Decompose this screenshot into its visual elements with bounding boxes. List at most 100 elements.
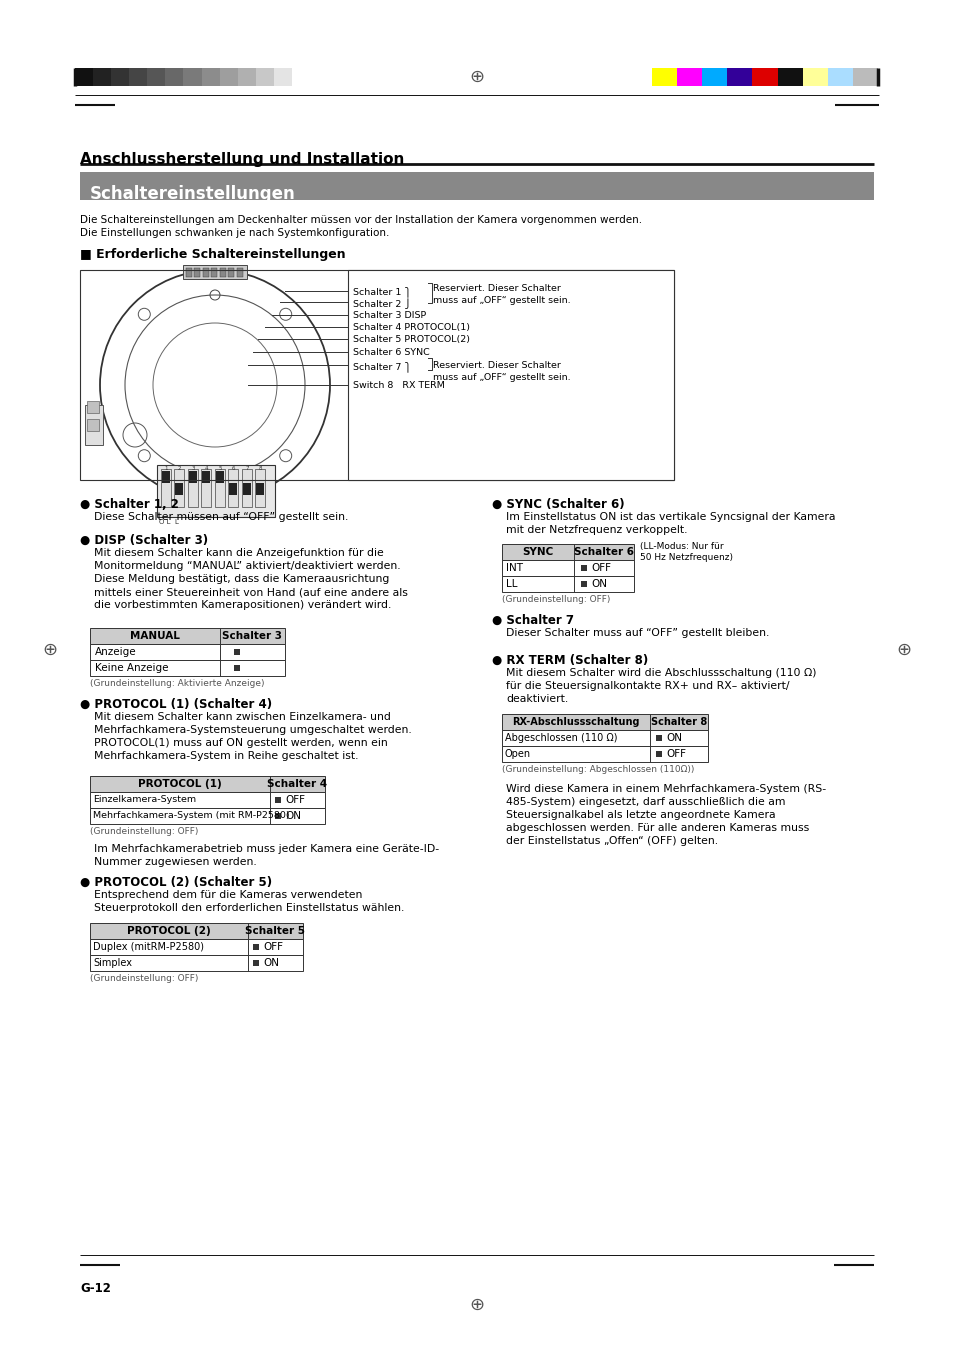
Text: Dieser Schalter muss auf “OFF” gestellt bleiben.: Dieser Schalter muss auf “OFF” gestellt …	[505, 628, 768, 638]
Text: Die Schaltereinstellungen am Deckenhalter müssen vor der Installation der Kamera: Die Schaltereinstellungen am Deckenhalte…	[80, 215, 641, 226]
Bar	[230, 484, 237, 494]
Text: 8: 8	[258, 466, 262, 471]
Bar	[242, 469, 252, 507]
Text: Schalter 2 ⎭: Schalter 2 ⎭	[353, 299, 411, 308]
Bar	[80, 172, 873, 200]
Text: (LL-Modus: Nur für
50 Hz Netzfrequenz): (LL-Modus: Nur für 50 Hz Netzfrequenz)	[639, 542, 732, 562]
Text: (Grundeinstellung: Aktivierte Anzeige): (Grundeinstellung: Aktivierte Anzeige)	[90, 680, 264, 688]
Text: ● RX TERM (Schalter 8): ● RX TERM (Schalter 8)	[492, 654, 648, 667]
Text: (Grundeinstellung: OFF): (Grundeinstellung: OFF)	[90, 974, 198, 984]
Bar	[90, 792, 325, 808]
Text: ■ Erforderliche Schaltereinstellungen: ■ Erforderliche Schaltereinstellungen	[80, 249, 345, 261]
Bar	[165, 68, 184, 86]
Bar	[175, 484, 183, 494]
Bar	[701, 68, 727, 86]
Bar	[189, 471, 196, 484]
Bar	[801, 68, 827, 86]
Bar	[212, 267, 217, 277]
Bar	[501, 746, 707, 762]
Bar	[186, 267, 192, 277]
Text: (Grundeinstellung: OFF): (Grundeinstellung: OFF)	[501, 594, 610, 604]
Text: OFF: OFF	[263, 942, 283, 952]
Text: OFF: OFF	[665, 748, 685, 759]
Text: Schalter 4: Schalter 4	[267, 780, 327, 789]
Bar	[253, 961, 258, 966]
Text: Mit diesem Schalter kann die Anzeigefunktion für die
Monitormeldung “MANUAL” akt: Mit diesem Schalter kann die Anzeigefunk…	[94, 549, 408, 611]
Bar	[274, 813, 281, 819]
Text: RX-Abschlussschaltung: RX-Abschlussschaltung	[512, 717, 639, 727]
Text: Anschlussherstellung und Installation: Anschlussherstellung und Installation	[80, 153, 404, 168]
Text: MANUAL: MANUAL	[130, 631, 180, 640]
Bar	[274, 68, 293, 86]
Text: Wird diese Kamera in einem Mehrfachkamera-System (RS-
485-System) eingesetzt, da: Wird diese Kamera in einem Mehrfachkamer…	[505, 784, 825, 846]
Text: Im Mehrfachkamerabetrieb muss jeder Kamera eine Geräte-ID-
Nummer zugewiesen wer: Im Mehrfachkamerabetrieb muss jeder Kame…	[94, 844, 438, 867]
Text: ⊕: ⊕	[896, 640, 911, 659]
Bar	[219, 68, 238, 86]
Bar	[147, 68, 166, 86]
Text: 6: 6	[232, 466, 235, 471]
Text: ON: ON	[263, 958, 278, 969]
Bar	[129, 68, 148, 86]
Text: Keine Anzeige: Keine Anzeige	[95, 663, 169, 673]
Bar	[726, 68, 752, 86]
Bar	[112, 68, 130, 86]
Bar	[501, 713, 707, 730]
Text: ⊕: ⊕	[42, 640, 57, 659]
Bar	[90, 628, 285, 644]
Text: Reserviert. Dieser Schalter: Reserviert. Dieser Schalter	[433, 361, 560, 370]
Text: 5: 5	[218, 466, 221, 471]
Bar	[203, 267, 209, 277]
Text: 2: 2	[177, 466, 181, 471]
Text: OFF: OFF	[590, 563, 610, 573]
Text: Schalter 3: Schalter 3	[222, 631, 282, 640]
Bar	[656, 751, 661, 757]
Text: Entsprechend dem für die Kameras verwendeten
Steuerprotokoll den erforderlichen : Entsprechend dem für die Kameras verwend…	[94, 890, 404, 913]
Text: Mit diesem Schalter kann zwischen Einzelkamera- und
Mehrfachkamera-Systemsteueru: Mit diesem Schalter kann zwischen Einzel…	[94, 712, 412, 761]
Text: Schalter 1 ⎫: Schalter 1 ⎫	[353, 286, 411, 297]
Bar	[85, 405, 103, 444]
Bar	[777, 68, 802, 86]
Text: INT: INT	[505, 563, 522, 573]
Text: 3: 3	[191, 466, 194, 471]
Text: 4: 4	[205, 466, 208, 471]
Text: Schalter 3 DISP: Schalter 3 DISP	[353, 311, 426, 320]
Text: ON: ON	[285, 811, 301, 821]
Bar	[90, 775, 325, 792]
Text: G-12: G-12	[80, 1282, 111, 1296]
Bar	[651, 68, 677, 86]
Bar	[214, 469, 225, 507]
Text: Anzeige: Anzeige	[95, 647, 136, 657]
Bar	[162, 471, 170, 484]
Bar	[236, 267, 243, 277]
Bar	[87, 419, 99, 431]
Bar	[157, 465, 274, 517]
Text: Reserviert. Dieser Schalter: Reserviert. Dieser Schalter	[433, 284, 560, 293]
Bar	[201, 469, 212, 507]
Bar	[233, 665, 240, 671]
Text: Im Einstellstatus ON ist das vertikale Syncsignal der Kamera
mit der Netzfrequen: Im Einstellstatus ON ist das vertikale S…	[505, 512, 835, 535]
Bar	[183, 68, 202, 86]
Text: Simplex: Simplex	[92, 958, 132, 969]
Bar	[174, 469, 184, 507]
Bar	[229, 469, 238, 507]
Text: Diese Schalter müssen auf “OFF” gestellt sein.: Diese Schalter müssen auf “OFF” gestellt…	[94, 512, 348, 521]
Bar	[501, 544, 634, 561]
Text: Schalter 5 PROTOCOL(2): Schalter 5 PROTOCOL(2)	[353, 335, 470, 345]
Text: Schalter 6 SYNC: Schalter 6 SYNC	[353, 349, 429, 357]
Bar	[348, 270, 673, 480]
Text: ● Schalter 1, 2: ● Schalter 1, 2	[80, 499, 179, 511]
Text: PROTOCOL (1): PROTOCOL (1)	[138, 780, 222, 789]
Text: Schalter 4 PROTOCOL(1): Schalter 4 PROTOCOL(1)	[353, 323, 470, 332]
Bar	[501, 561, 634, 576]
Text: Die Einstellungen schwanken je nach Systemkonfiguration.: Die Einstellungen schwanken je nach Syst…	[80, 228, 389, 238]
Bar	[93, 68, 112, 86]
Text: ⊕: ⊕	[469, 68, 484, 86]
Text: Open: Open	[504, 748, 531, 759]
Text: OFF: OFF	[285, 794, 305, 805]
Bar	[194, 267, 200, 277]
Bar	[253, 944, 258, 950]
Bar	[752, 68, 778, 86]
Bar	[580, 581, 586, 586]
Bar	[852, 68, 878, 86]
Text: Schalter 6: Schalter 6	[574, 547, 634, 557]
